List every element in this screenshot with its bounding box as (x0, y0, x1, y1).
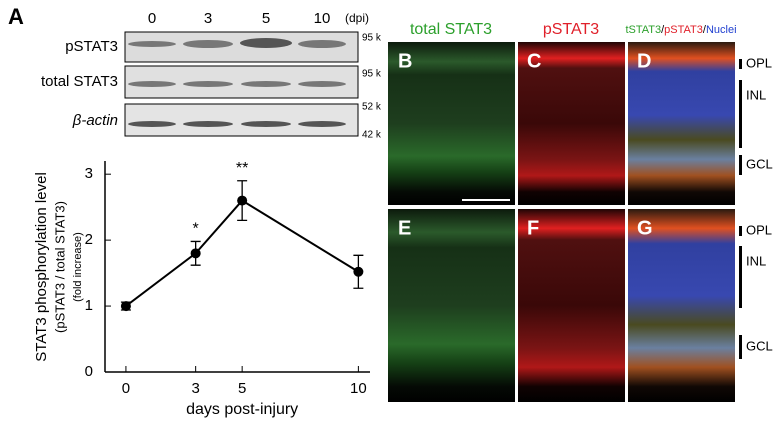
micrograph (628, 209, 735, 402)
layer-label: OPL (746, 55, 772, 70)
annotation: ** (236, 160, 248, 177)
merge-title-part: / (661, 24, 665, 36)
row-label: total STAT3 (41, 73, 118, 90)
line (125, 199, 359, 307)
mw-marker: 95 k (362, 69, 382, 80)
merge-title-part: pSTAT3 (664, 24, 703, 36)
lane-label: 0 (148, 10, 156, 27)
micrograph (518, 209, 625, 402)
merge-title-part: / (703, 24, 707, 36)
panel-label: A (8, 4, 24, 29)
row-label: β-actin (72, 112, 118, 129)
row-label: pSTAT3 (65, 38, 118, 55)
lane-label: 10 (314, 10, 331, 27)
mw-marker: 42 k (362, 130, 382, 141)
merge-title-part: tSTAT3 (625, 24, 661, 36)
point (120, 301, 131, 312)
merge-title-part: Nuclei (706, 24, 737, 36)
y-tick-label: 1 (85, 297, 93, 314)
micrograph (518, 42, 625, 205)
lane-label: 5 (262, 10, 270, 27)
lane-label: 3 (204, 10, 212, 27)
column-title: total STAT3 (410, 21, 492, 38)
y-axis-label: (fold increase) (72, 232, 84, 302)
lane-unit: (dpi) (345, 11, 369, 25)
layer-bars (739, 59, 742, 359)
blot (124, 31, 359, 137)
layer-label: INL (746, 253, 766, 268)
micrograph (628, 42, 735, 205)
layer-label: GCL (746, 156, 773, 171)
point (237, 195, 248, 206)
x-tick-label: 5 (238, 380, 246, 397)
micrograph (388, 209, 515, 402)
merge-title: tSTAT3/pSTAT3/Nuclei (625, 24, 736, 36)
panel-label: B (398, 50, 412, 72)
bands (128, 38, 346, 127)
point (353, 266, 364, 277)
x-tick-label: 0 (122, 380, 130, 397)
y-axis-label: (pSTAT3 / total STAT3) (52, 201, 67, 333)
y-tick-label: 0 (85, 363, 93, 380)
panel-label: F (527, 217, 539, 239)
panel-label: E (398, 217, 411, 239)
annotation: * (193, 221, 199, 238)
micrographs (388, 42, 742, 402)
layer-label: OPL (746, 222, 772, 237)
layer-label: GCL (746, 338, 773, 353)
x-tick-label: 10 (350, 380, 367, 397)
blot-box (124, 103, 359, 137)
x-tick-label: 3 (191, 380, 199, 397)
x-axis-label: days post-injury (186, 401, 298, 418)
panel-label: G (637, 217, 653, 239)
y-tick-label: 3 (85, 165, 93, 182)
micrograph (388, 42, 515, 205)
y-tick-label: 2 (85, 231, 93, 248)
panel-label: C (527, 50, 541, 72)
mw-marker: 52 k (362, 102, 382, 113)
y-axis-label: STAT3 phosphorylation level (33, 172, 50, 362)
layer-label: INL (746, 87, 766, 102)
point (190, 248, 201, 259)
panel-label: D (637, 50, 651, 72)
mw-marker: 95 k (362, 33, 382, 44)
column-title: pSTAT3 (543, 21, 599, 38)
